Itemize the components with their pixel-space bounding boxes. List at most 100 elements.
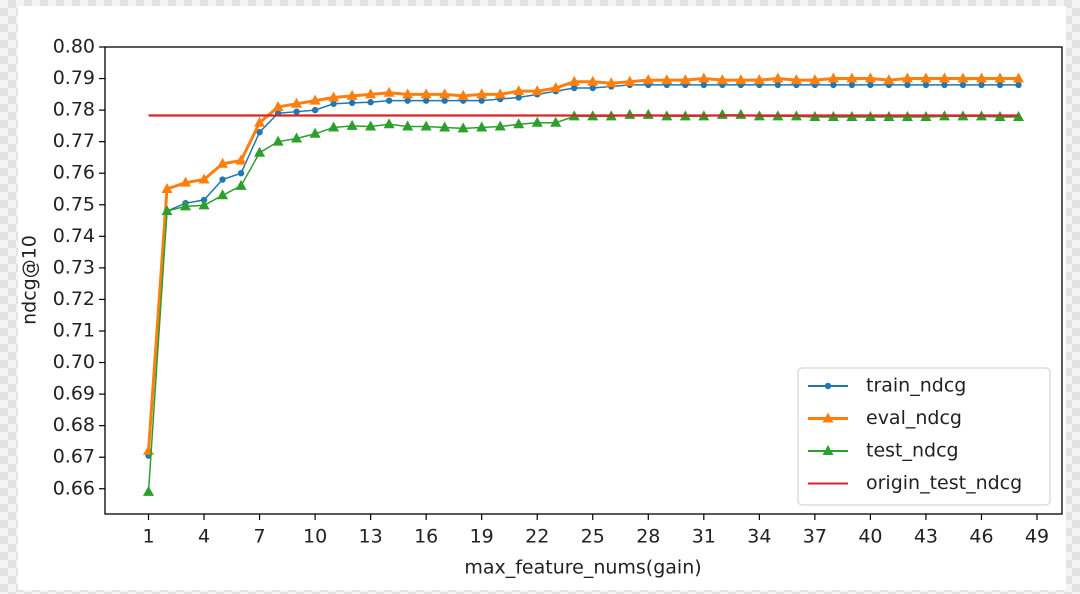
point bbox=[679, 74, 691, 85]
legend-marker bbox=[824, 382, 832, 390]
point bbox=[367, 99, 374, 106]
point bbox=[402, 88, 414, 99]
point bbox=[291, 97, 303, 108]
point bbox=[420, 88, 432, 99]
point bbox=[1015, 81, 1022, 89]
point bbox=[237, 170, 245, 177]
x-tick-label: 19 bbox=[470, 526, 494, 548]
x-tick-label: 34 bbox=[747, 526, 771, 548]
point bbox=[420, 120, 432, 131]
point bbox=[790, 74, 802, 85]
y-tick-label: 0.79 bbox=[53, 67, 95, 89]
point bbox=[291, 132, 303, 143]
point bbox=[864, 72, 876, 83]
y-tick-label: 0.74 bbox=[53, 225, 95, 247]
point bbox=[180, 176, 192, 187]
point bbox=[402, 120, 414, 131]
point bbox=[180, 200, 192, 211]
point bbox=[439, 121, 451, 132]
point bbox=[848, 81, 856, 89]
point bbox=[494, 88, 506, 99]
point bbox=[272, 135, 284, 146]
x-tick-label: 37 bbox=[803, 526, 827, 548]
point bbox=[309, 94, 321, 105]
point bbox=[550, 82, 562, 93]
point bbox=[867, 81, 874, 89]
point bbox=[457, 122, 469, 133]
legend-marker bbox=[822, 412, 834, 423]
x-tick-label: 10 bbox=[303, 526, 327, 548]
legend-marker bbox=[822, 445, 834, 455]
point bbox=[716, 74, 728, 85]
point bbox=[827, 72, 839, 83]
point bbox=[957, 72, 969, 83]
point bbox=[642, 74, 654, 85]
x-tick-label: 46 bbox=[969, 526, 993, 548]
legend-label: test_ndcg bbox=[866, 440, 959, 462]
y-tick-label: 0.76 bbox=[53, 162, 95, 184]
point bbox=[753, 74, 765, 85]
point bbox=[478, 97, 485, 104]
point bbox=[346, 119, 358, 130]
point bbox=[161, 182, 173, 193]
point bbox=[383, 86, 395, 97]
point bbox=[346, 89, 358, 100]
point bbox=[698, 72, 710, 83]
point bbox=[994, 72, 1006, 83]
point bbox=[605, 77, 617, 88]
y-tick-label: 0.80 bbox=[53, 36, 95, 58]
x-tick-label: 40 bbox=[858, 526, 882, 548]
point bbox=[774, 81, 782, 89]
y-tick-label: 0.69 bbox=[53, 383, 95, 405]
point bbox=[830, 81, 837, 89]
point bbox=[531, 116, 543, 127]
x-tick-label: 43 bbox=[914, 526, 938, 548]
point bbox=[422, 97, 430, 104]
point bbox=[531, 85, 543, 96]
point bbox=[494, 120, 506, 131]
point bbox=[330, 100, 337, 107]
point bbox=[996, 81, 1004, 89]
y-tick-label: 0.70 bbox=[53, 351, 95, 373]
point bbox=[328, 91, 340, 102]
y-axis-label: ndcg@10 bbox=[19, 235, 41, 325]
point bbox=[198, 199, 210, 210]
x-tick-label: 16 bbox=[414, 526, 438, 548]
point bbox=[809, 74, 821, 85]
point bbox=[978, 81, 985, 89]
point bbox=[441, 97, 448, 104]
point bbox=[476, 121, 488, 132]
point bbox=[348, 99, 356, 107]
x-tick-label: 31 bbox=[692, 526, 716, 548]
point bbox=[198, 173, 210, 184]
y-tick-label: 0.75 bbox=[53, 193, 95, 215]
point bbox=[550, 116, 562, 127]
point bbox=[846, 72, 858, 83]
y-tick-label: 0.66 bbox=[53, 477, 95, 499]
point bbox=[1013, 72, 1024, 83]
point bbox=[661, 74, 673, 85]
x-tick-label: 13 bbox=[359, 526, 383, 548]
point bbox=[904, 81, 911, 89]
point bbox=[219, 176, 226, 183]
point bbox=[513, 85, 525, 96]
point bbox=[901, 72, 913, 83]
point bbox=[235, 154, 247, 165]
point bbox=[293, 108, 300, 115]
point bbox=[735, 74, 747, 85]
point bbox=[365, 120, 377, 131]
point bbox=[217, 189, 229, 200]
point bbox=[568, 75, 580, 86]
point bbox=[587, 75, 599, 86]
y-tick-label: 0.67 bbox=[53, 446, 95, 468]
point bbox=[515, 94, 522, 101]
point bbox=[254, 116, 266, 127]
point bbox=[309, 127, 321, 138]
y-tick-label: 0.77 bbox=[53, 130, 95, 152]
point bbox=[920, 72, 932, 83]
point bbox=[700, 81, 708, 89]
x-tick-label: 28 bbox=[636, 526, 660, 548]
point bbox=[624, 75, 636, 86]
